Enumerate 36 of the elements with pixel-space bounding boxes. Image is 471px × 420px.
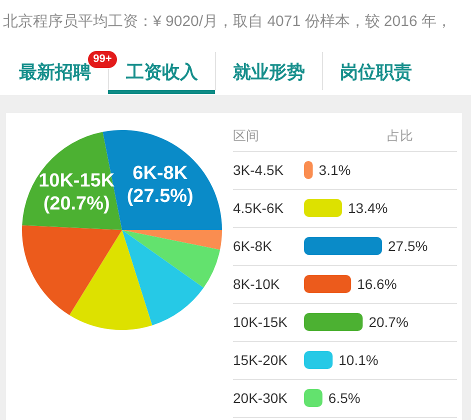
y-tick-label: 3K-4.5K xyxy=(233,162,284,178)
bar xyxy=(304,389,322,407)
text: 就业形势 xyxy=(233,62,305,82)
data-label: (27.5%) xyxy=(126,186,194,208)
pie-slice xyxy=(22,225,122,316)
pie-slice xyxy=(122,230,220,288)
data-label: 3.1% xyxy=(318,162,351,178)
data-label: 10.1% xyxy=(338,352,378,368)
y-axis-title: 区间 xyxy=(233,128,259,143)
bar xyxy=(304,237,382,255)
pie-slice xyxy=(122,230,222,250)
y-tick-label: 15K-20K xyxy=(233,352,288,368)
pie-slice xyxy=(122,230,204,326)
y-tick-label: 20K-30K xyxy=(233,390,288,406)
slice-label: 6K-8K xyxy=(132,163,188,184)
bar xyxy=(304,351,333,369)
text: 最新招聘 xyxy=(19,62,91,82)
bar xyxy=(304,275,352,293)
bar xyxy=(304,199,342,217)
pie-slice xyxy=(69,230,152,330)
text: 工资收入 xyxy=(126,62,198,82)
bar xyxy=(304,313,363,331)
data-label: 6.5% xyxy=(328,390,360,406)
data-label: 16.6% xyxy=(357,276,397,292)
data-label: 20.7% xyxy=(368,314,408,330)
text: 岗位职责 xyxy=(340,62,412,82)
notification-badge: 99+ xyxy=(88,51,117,68)
x-axis-title: 占比 xyxy=(387,128,413,143)
data-label: 27.5% xyxy=(388,238,428,254)
data-label: 13.4% xyxy=(348,200,388,216)
y-tick-label: 4.5K-6K xyxy=(233,200,284,216)
data-label: (20.7%) xyxy=(43,193,110,214)
y-tick-label: 6K-8K xyxy=(233,238,273,254)
chart-title: 北京程序员平均工资：¥ 9020/月，取自 4071 份样本，较 2016 年， xyxy=(3,13,452,30)
y-tick-label: 10K-15K xyxy=(233,314,288,330)
y-tick-label: 8K-10K xyxy=(233,276,280,292)
